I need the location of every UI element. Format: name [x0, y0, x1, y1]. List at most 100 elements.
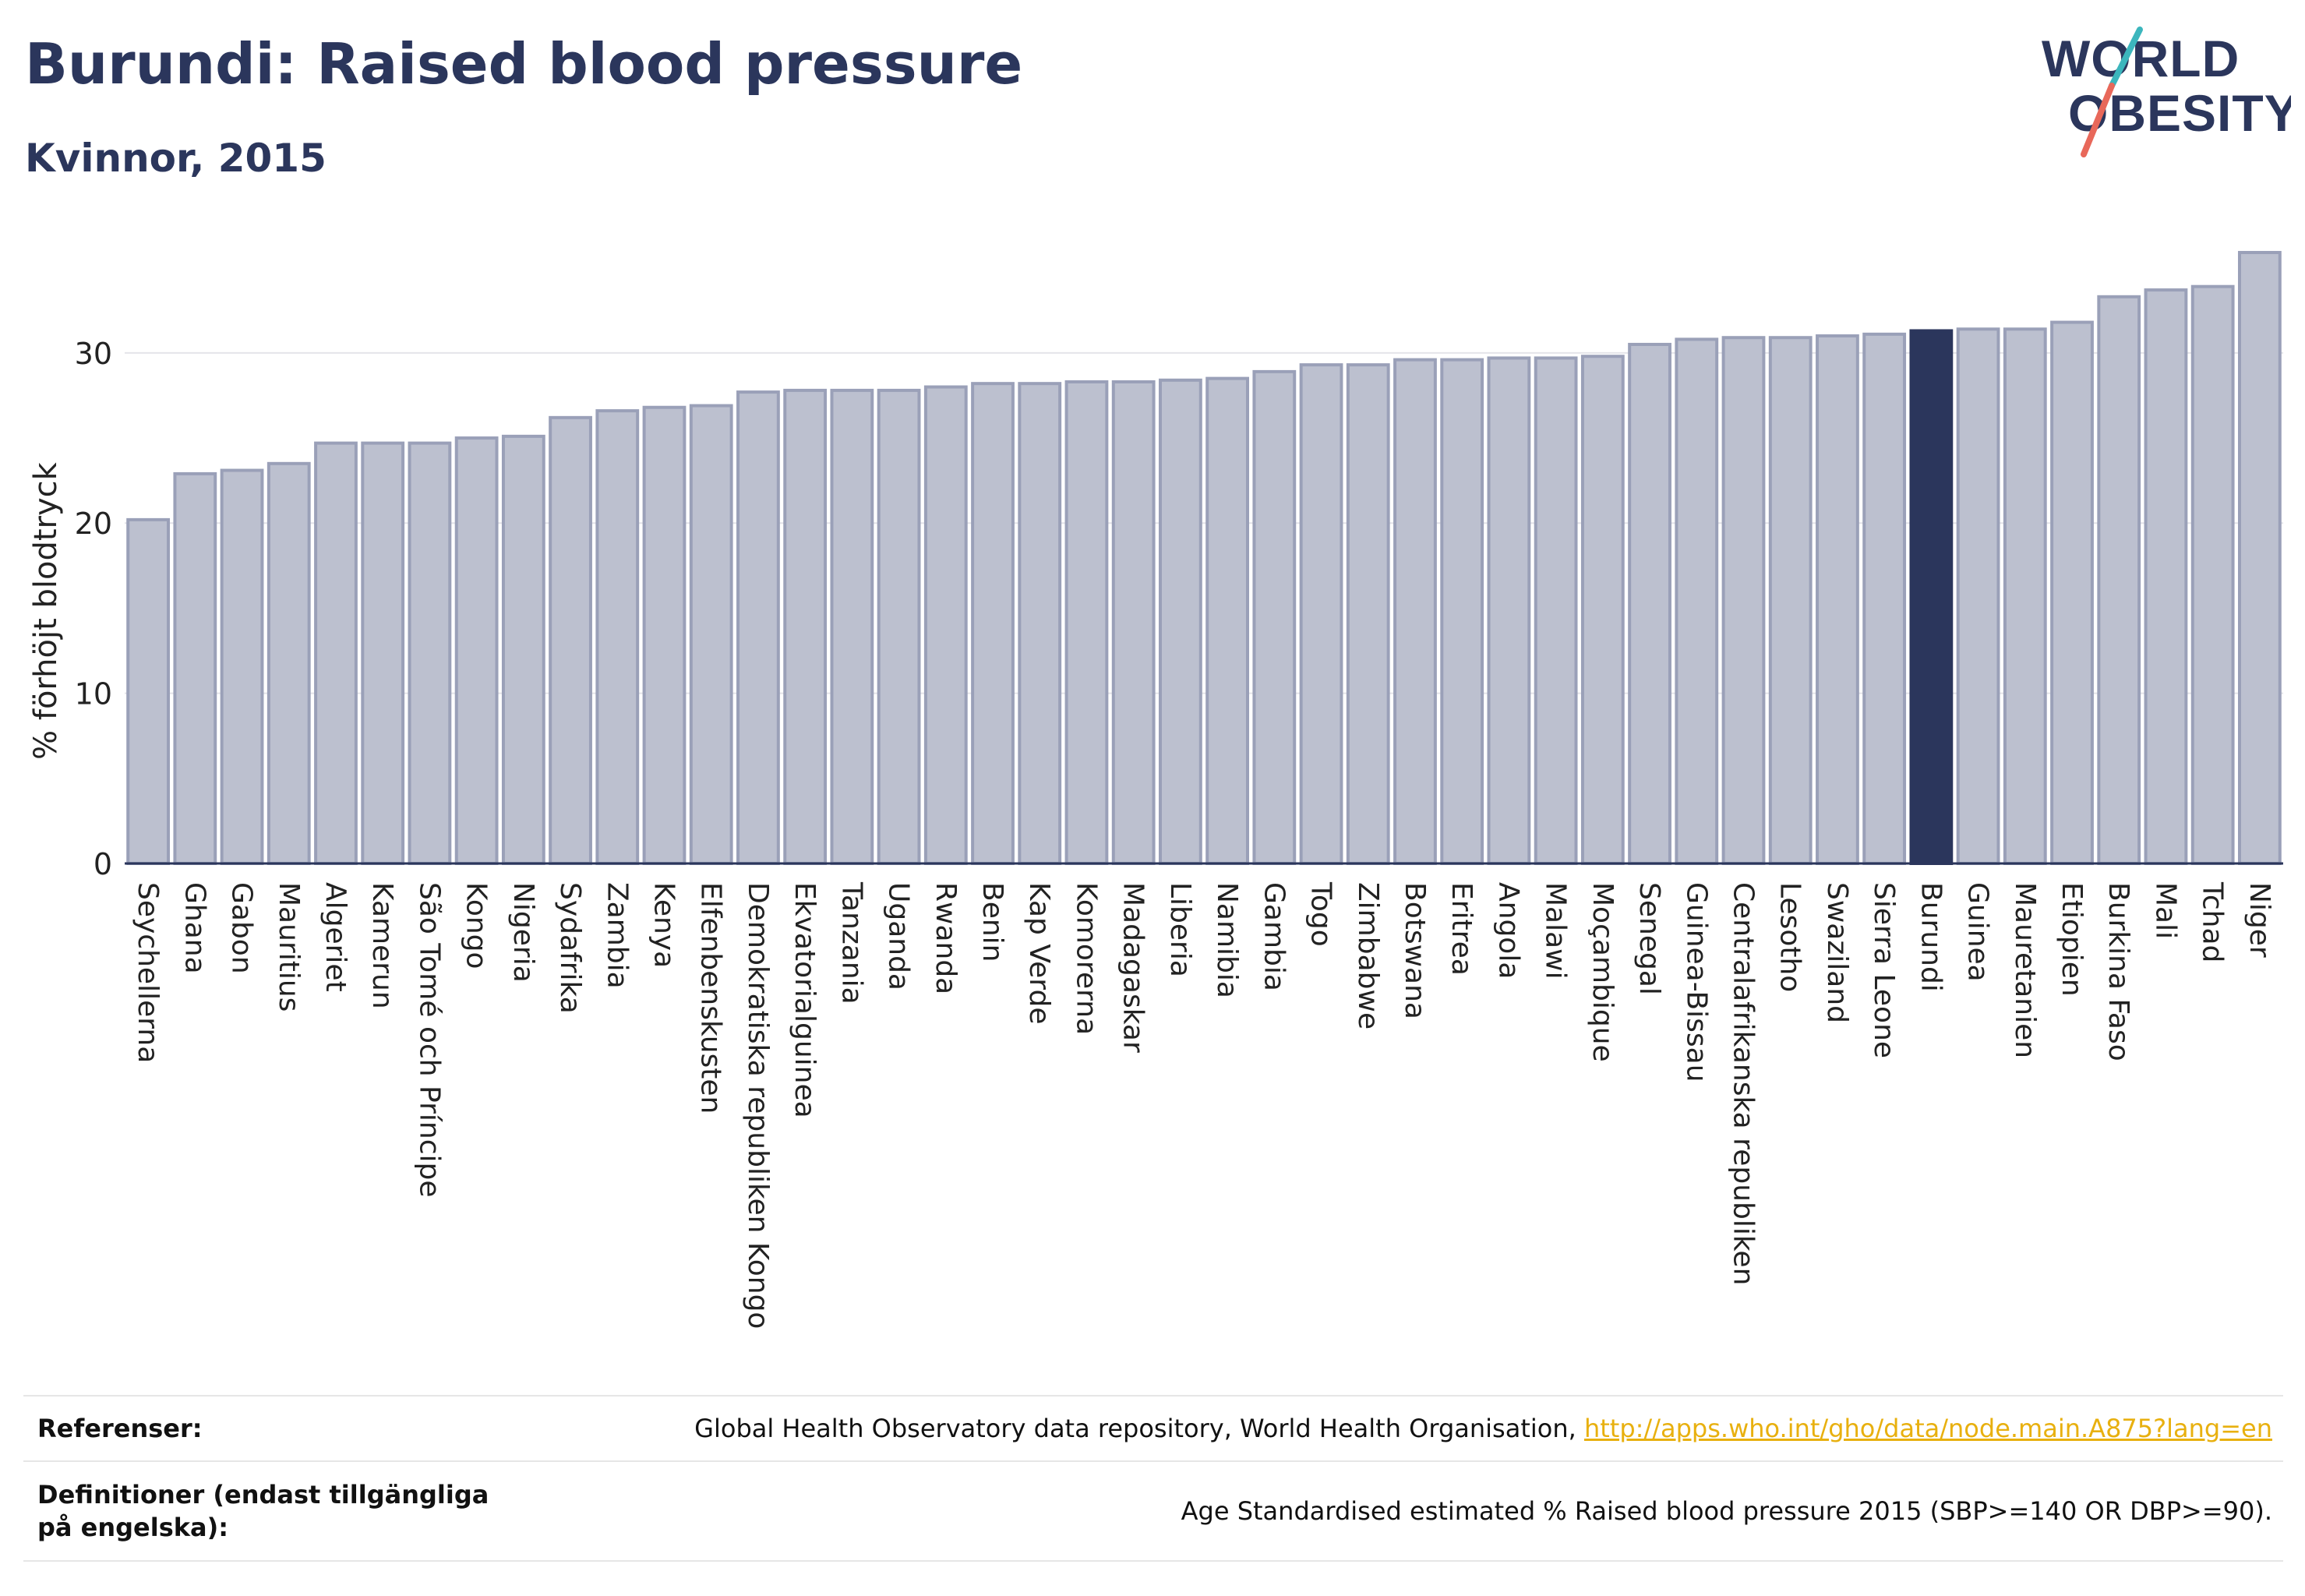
bar [267, 461, 311, 865]
x-tick-label: Madagaskar [1117, 882, 1149, 1053]
x-tick-label: Uganda [883, 882, 915, 990]
x-tick-label: Mali [2149, 882, 2181, 939]
x-tick-label: Burundi [1915, 882, 1947, 992]
bar [923, 385, 968, 865]
bar [1393, 358, 1437, 866]
bar [1909, 329, 1954, 866]
x-tick-label: São Tomé och Príncipe [413, 882, 445, 1198]
bar [1252, 369, 1297, 865]
x-tick-label: Liberia [1164, 882, 1196, 977]
x-tick-label: Lesotho [1774, 882, 1806, 992]
references-row: Referenser: Global Health Observatory da… [23, 1395, 2283, 1460]
x-tick-label: Niger [2243, 882, 2275, 958]
bar [1440, 358, 1484, 866]
x-tick-label: Kamerun [366, 882, 398, 1009]
bar [736, 390, 780, 865]
x-tick-label: Etiopien [2056, 882, 2088, 997]
x-tick-label: Gabon [226, 882, 258, 974]
y-axis-label: % förhöjt blodtryck [28, 461, 64, 760]
x-tick-label: Mauretanien [2009, 882, 2041, 1058]
x-tick-label: Ghana [178, 882, 210, 974]
x-tick-label: Moçambique [1587, 882, 1618, 1062]
x-tick-label: Zambia [601, 882, 633, 989]
bar [454, 436, 499, 865]
x-tick-label: Centralafrikanska republiken [1728, 882, 1760, 1285]
x-tick-label: Gambia [1258, 882, 1290, 991]
bar [220, 468, 264, 865]
chart-subtitle: Kvinnor, 2015 [25, 136, 327, 181]
bar [642, 405, 687, 865]
bar [1064, 380, 1109, 865]
definitions-label: Definitioner (endast tillgängliga på eng… [37, 1480, 489, 1542]
bar [2144, 288, 2188, 865]
x-tick-label: Komorerna [1070, 882, 1102, 1035]
references-link[interactable]: http://apps.who.int/gho/data/node.main.A… [1583, 1414, 2272, 1443]
x-tick-label: Ekvatorialguinea [789, 882, 821, 1118]
logo-slash-teal [2109, 26, 2143, 89]
references-value: Global Health Observatory data repositor… [694, 1414, 2283, 1443]
x-tick-label: Botswana [1399, 882, 1431, 1019]
references-table: Referenser: Global Health Observatory da… [23, 1395, 2283, 1562]
bar [1299, 363, 1343, 865]
x-tick-label: Sierra Leone [1868, 882, 1900, 1058]
x-tick-label: Seychellerna [132, 882, 164, 1063]
bar [549, 415, 592, 865]
bar [1956, 327, 2000, 866]
bar [971, 382, 1015, 865]
definitions-row: Definitioner (endast tillgängliga på eng… [23, 1460, 2283, 1562]
x-tick-label: Rwanda [930, 882, 962, 994]
x-tick-label: Malawi [1540, 882, 1572, 980]
bar [501, 434, 545, 865]
logo-line1: WORLD [2042, 30, 2240, 87]
x-tick-label: Sydafrika [554, 882, 586, 1014]
bar [2190, 284, 2235, 865]
x-tick-label: Burkina Faso [2102, 882, 2134, 1061]
x-tick-label: Kap Verde [1023, 882, 1055, 1024]
y-tick-label: 10 [75, 677, 112, 711]
references-text: Global Health Observatory data repositor… [694, 1414, 1584, 1443]
bar [2003, 327, 2047, 866]
x-tick-label: Kongo [461, 882, 492, 969]
x-tick-label: Zimbabwe [1352, 882, 1384, 1029]
bar [1862, 332, 1907, 865]
world-obesity-logo: WORLD OBESITY [2042, 26, 2291, 157]
bar [314, 441, 358, 865]
x-tick-label: Benin [976, 882, 1008, 962]
x-tick-label: Swaziland [1821, 882, 1853, 1023]
x-tick-label: Angola [1492, 882, 1524, 979]
x-tick-label: Tchad [2197, 881, 2229, 962]
bar [2097, 295, 2141, 865]
x-tick-label: Mauritius [273, 882, 305, 1012]
bar [173, 471, 217, 865]
bar [1346, 363, 1390, 865]
x-tick-label: Demokratiska republiken Kongo [742, 882, 774, 1329]
x-tick-label: Senegal [1633, 882, 1665, 995]
bar-chart: 0 10 20 30 % förhöjt blodtryck Seychellerna Gh… [28, 251, 2283, 1329]
bar [1534, 356, 1578, 866]
y-tick-label: 20 [75, 507, 112, 541]
bar [408, 441, 452, 865]
definitions-value: Age Standardised estimated % Raised bloo… [1181, 1496, 2272, 1526]
x-tick-label: Nigeria [507, 882, 539, 983]
x-tick-label: Togo [1305, 881, 1337, 947]
bar [783, 388, 828, 866]
y-tick-label: 30 [75, 337, 112, 371]
logo-slash-coral [2081, 83, 2115, 157]
references-label: Referenser: [37, 1414, 203, 1443]
bar [877, 388, 921, 866]
bar [2050, 320, 2094, 865]
chart-title: Burundi: Raised blood pressure [25, 31, 1023, 97]
bar [1816, 334, 1859, 865]
bar [1721, 336, 1766, 865]
bar [126, 517, 171, 865]
bar [595, 409, 640, 865]
bar [1487, 356, 1531, 866]
y-tick-label: 0 [94, 847, 112, 881]
x-tick-label: Algeriet [319, 882, 351, 992]
bar [1768, 336, 1813, 865]
x-tick-label: Tanzania [835, 881, 867, 1005]
bar [361, 441, 405, 865]
bar [689, 404, 733, 865]
x-tick-label: Kenya [648, 882, 680, 968]
x-tick-label: Namibia [1211, 882, 1243, 998]
